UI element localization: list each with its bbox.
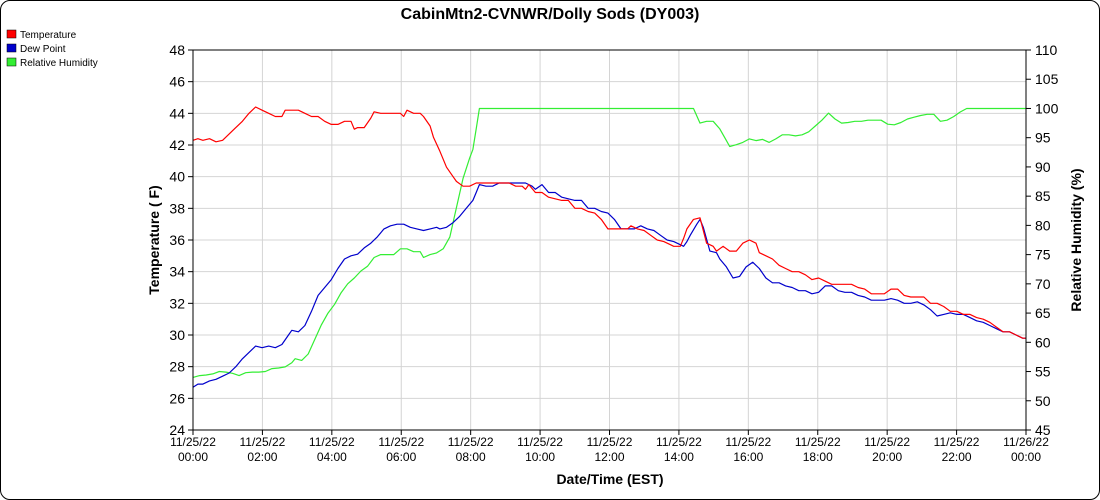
right-tick-label: 70 bbox=[1035, 276, 1051, 292]
left-tick-label: 30 bbox=[169, 327, 185, 343]
legend-label-relative-humidity: Relative Humidity bbox=[20, 58, 98, 69]
x-tick-date: 11/25/22 bbox=[170, 435, 216, 449]
right-tick-label: 105 bbox=[1035, 71, 1059, 87]
right-tick-label: 90 bbox=[1035, 159, 1051, 175]
left-tick-label: 36 bbox=[169, 232, 185, 248]
right-tick-label: 80 bbox=[1035, 217, 1051, 233]
legend-label-dew-point: Dew Point bbox=[20, 44, 66, 55]
x-tick-date: 11/25/22 bbox=[725, 435, 771, 449]
left-tick-label: 44 bbox=[169, 105, 185, 121]
left-tick-label: 24 bbox=[169, 422, 185, 438]
x-tick-time: 16:00 bbox=[733, 450, 763, 464]
x-tick-date: 11/25/22 bbox=[587, 435, 633, 449]
left-tick-label: 38 bbox=[169, 200, 185, 216]
x-tick-time: 00:00 bbox=[1011, 450, 1041, 464]
legend-swatch-dew-point bbox=[6, 43, 17, 53]
x-axis-ticks: 11/25/2200:0011/25/2202:0011/25/2204:001… bbox=[170, 430, 1049, 464]
right-tick-label: 75 bbox=[1035, 247, 1051, 263]
left-tick-label: 28 bbox=[169, 359, 185, 375]
x-tick-date: 11/25/22 bbox=[448, 435, 494, 449]
grid bbox=[192, 49, 1027, 431]
x-tick-time: 14:00 bbox=[664, 450, 694, 464]
right-tick-label: 95 bbox=[1035, 130, 1051, 146]
left-axis-ticks: 24 26 28 30 32 34 36 38 40 42 44 46 48 bbox=[169, 42, 193, 438]
x-tick-time: 04:00 bbox=[317, 450, 347, 464]
right-tick-label: 50 bbox=[1035, 393, 1051, 409]
x-tick-date: 11/25/22 bbox=[309, 435, 355, 449]
right-tick-label: 60 bbox=[1035, 334, 1051, 350]
left-tick-label: 34 bbox=[169, 264, 185, 280]
x-tick-time: 00:00 bbox=[178, 450, 208, 464]
x-tick-date: 11/26/22 bbox=[1003, 435, 1049, 449]
series-relative-humidity bbox=[192, 107, 1026, 378]
legend-swatch-relative-humidity bbox=[6, 57, 17, 67]
right-tick-label: 100 bbox=[1035, 100, 1059, 116]
left-tick-label: 32 bbox=[169, 295, 185, 311]
right-axis-ticks: 45 50 55 60 65 70 75 80 85 90 95 100 105 110 bbox=[1026, 42, 1059, 438]
x-tick-time: 12:00 bbox=[594, 450, 624, 464]
x-tick-date: 11/25/22 bbox=[240, 435, 286, 449]
right-tick-label: 45 bbox=[1035, 422, 1051, 438]
legend: Temperature Dew Point Relative Humidity bbox=[6, 29, 98, 69]
x-tick-time: 22:00 bbox=[942, 450, 972, 464]
legend-swatch-temperature bbox=[6, 29, 17, 39]
y-axis-left-label: Temperature ( F) bbox=[146, 185, 162, 294]
chart-title: CabinMtn2-CVNWR/Dolly Sods (DY003) bbox=[401, 6, 700, 23]
x-tick-time: 18:00 bbox=[803, 450, 833, 464]
x-tick-time: 20:00 bbox=[872, 450, 902, 464]
x-tick-date: 11/25/22 bbox=[517, 435, 563, 449]
series-lines bbox=[192, 106, 1026, 388]
left-tick-label: 42 bbox=[169, 137, 185, 153]
y-axis-right-label: Relative Humidity (%) bbox=[1068, 168, 1084, 311]
x-tick-date: 11/25/22 bbox=[656, 435, 702, 449]
left-tick-label: 46 bbox=[169, 74, 185, 90]
series-temperature bbox=[192, 106, 1026, 339]
right-tick-label: 65 bbox=[1035, 305, 1051, 321]
right-tick-label: 85 bbox=[1035, 188, 1051, 204]
x-tick-date: 11/25/22 bbox=[378, 435, 424, 449]
left-tick-label: 48 bbox=[169, 42, 185, 58]
left-tick-label: 26 bbox=[169, 390, 185, 406]
x-axis-label: Date/Time (EST) bbox=[556, 471, 663, 487]
left-tick-label: 40 bbox=[169, 169, 185, 185]
right-tick-label: 55 bbox=[1035, 364, 1051, 380]
x-tick-time: 10:00 bbox=[525, 450, 555, 464]
x-tick-time: 08:00 bbox=[456, 450, 486, 464]
x-tick-date: 11/25/22 bbox=[864, 435, 910, 449]
x-tick-date: 11/25/22 bbox=[795, 435, 841, 449]
x-tick-time: 06:00 bbox=[386, 450, 416, 464]
legend-label-temperature: Temperature bbox=[20, 30, 77, 41]
series-dew-point bbox=[192, 182, 1026, 388]
x-tick-time: 02:00 bbox=[247, 450, 277, 464]
right-tick-label: 110 bbox=[1035, 42, 1058, 58]
x-tick-date: 11/25/22 bbox=[934, 435, 980, 449]
